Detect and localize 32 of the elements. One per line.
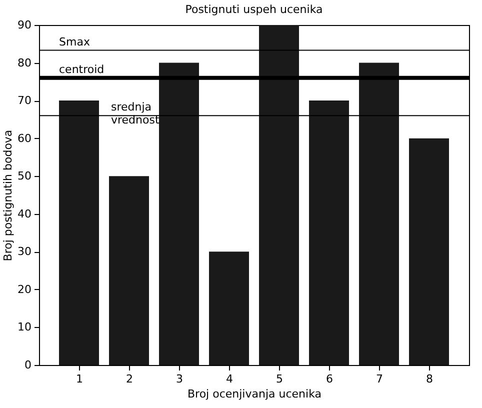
x-tick-label: 8 bbox=[426, 372, 433, 386]
y-tick-label: 80 bbox=[18, 56, 32, 70]
bar bbox=[109, 176, 149, 365]
bar bbox=[209, 252, 249, 365]
ref-line-label: Smax bbox=[59, 35, 90, 48]
x-tick-label: 3 bbox=[176, 372, 183, 386]
bar bbox=[159, 62, 199, 365]
x-tick-label: 2 bbox=[126, 372, 133, 386]
bar bbox=[359, 62, 399, 365]
x-tick-label: 4 bbox=[226, 372, 233, 386]
y-tick-label: 20 bbox=[18, 282, 32, 296]
x-tick-label: 1 bbox=[76, 372, 83, 386]
bar bbox=[409, 138, 449, 365]
y-tick-label: 0 bbox=[24, 358, 32, 372]
y-tick-label: 50 bbox=[18, 170, 32, 183]
y-tick-label: 30 bbox=[18, 245, 32, 258]
y-tick-label: 40 bbox=[18, 207, 32, 220]
chart-title: Postignuti uspeh ucenika bbox=[185, 3, 323, 16]
y-tick-label: 70 bbox=[18, 94, 32, 108]
bar bbox=[259, 25, 299, 365]
bar bbox=[59, 100, 99, 365]
ref-line-label: centroid bbox=[59, 62, 104, 76]
y-tick-label: 10 bbox=[18, 320, 32, 334]
x-tick-label: 5 bbox=[276, 372, 283, 386]
ref-line-label: srednja vrednost bbox=[111, 100, 160, 127]
x-tick-label: 6 bbox=[326, 372, 333, 386]
y-axis-title: Broj postignutih bodova bbox=[2, 130, 15, 262]
x-tick-label: 7 bbox=[376, 372, 383, 386]
x-axis-title: Broj ocenjivanja ucenika bbox=[188, 388, 322, 400]
y-tick-label: 90 bbox=[18, 18, 32, 32]
y-tick-label: 60 bbox=[18, 132, 32, 145]
bar bbox=[309, 100, 349, 365]
